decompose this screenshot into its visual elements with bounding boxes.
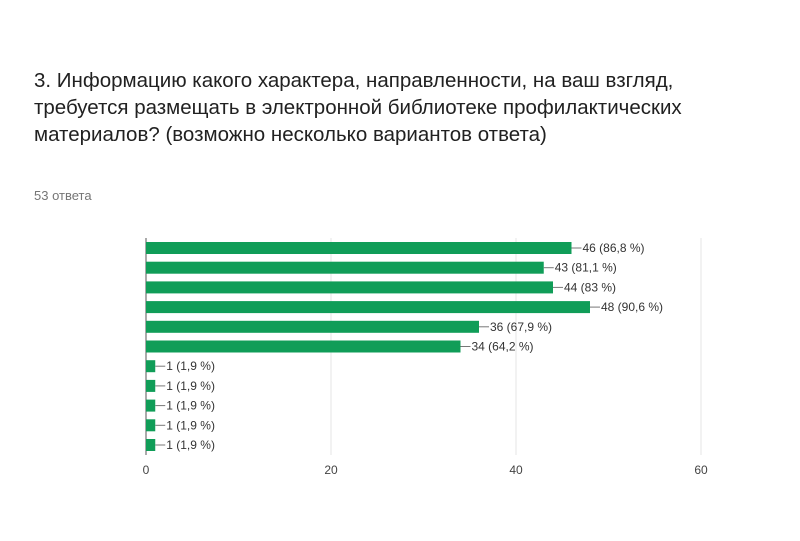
response-count: 53 ответа <box>34 188 92 203</box>
question-title: 3. Информацию какого характера, направле… <box>34 69 682 146</box>
bar <box>146 320 479 333</box>
data-label: 36 (67,9 %) <box>490 320 552 334</box>
bar <box>146 399 156 412</box>
data-label: 48 (90,6 %) <box>601 300 663 314</box>
bar <box>146 379 156 392</box>
data-label: 44 (83 %) <box>564 280 616 294</box>
x-tick-label: 60 <box>694 463 708 477</box>
bar <box>146 281 553 294</box>
bar <box>146 261 544 274</box>
data-label: 1 (1,9 %) <box>166 359 215 373</box>
data-label: 1 (1,9 %) <box>166 399 215 413</box>
data-label: 46 (86,8 %) <box>583 241 645 255</box>
x-tick-label: 40 <box>509 463 523 477</box>
x-tick-label: 20 <box>324 463 338 477</box>
x-tick-label: 0 <box>143 463 150 477</box>
bar <box>146 419 156 432</box>
bar <box>146 439 156 451</box>
bar <box>146 360 156 373</box>
data-label: 43 (81,1 %) <box>555 261 617 275</box>
bar <box>146 340 461 353</box>
data-label: 34 (64,2 %) <box>472 340 534 354</box>
bar <box>146 301 590 314</box>
data-label: 1 (1,9 %) <box>166 438 215 452</box>
bar <box>146 242 572 254</box>
data-label: 1 (1,9 %) <box>166 418 215 432</box>
data-label: 1 (1,9 %) <box>166 379 215 393</box>
